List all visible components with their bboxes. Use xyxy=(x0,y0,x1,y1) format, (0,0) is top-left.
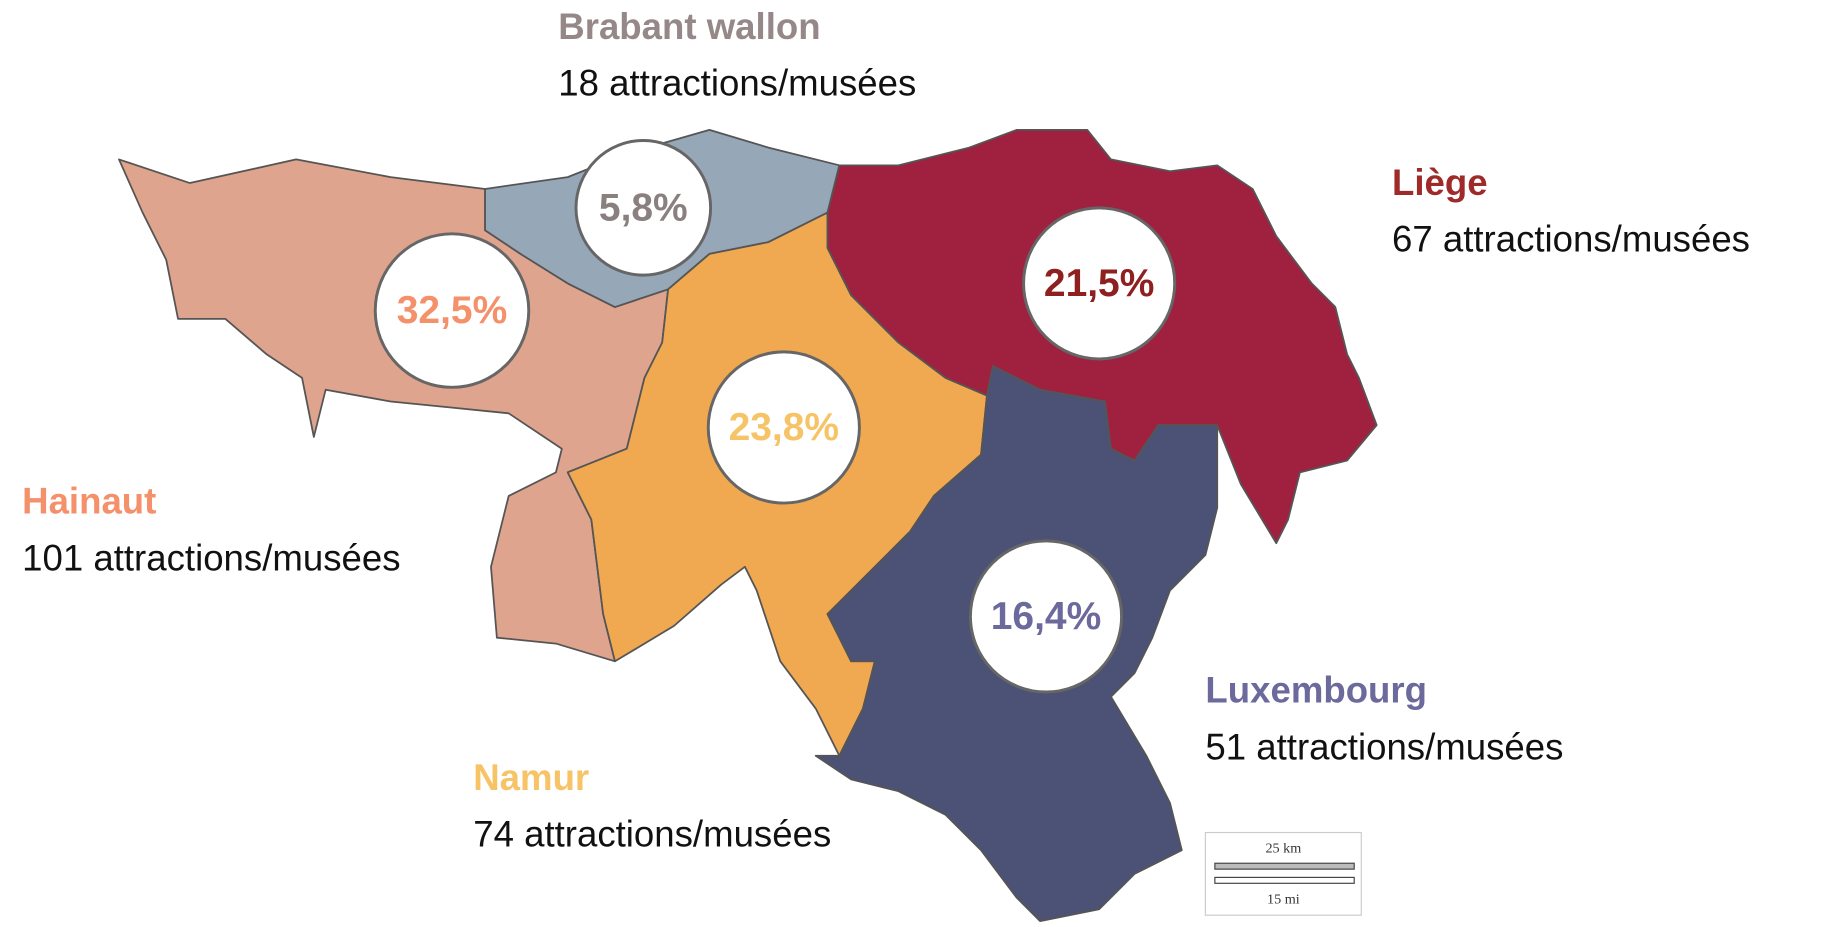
region-count: 51 attractions/musées xyxy=(1205,726,1563,767)
share-circle xyxy=(373,232,531,389)
region-name: Liège xyxy=(1392,162,1488,203)
labels: 32,5% Hainaut 101 attractions/musées 5,8% Br… xyxy=(22,6,1750,855)
region-name: Luxembourg xyxy=(1205,670,1427,711)
share-label: 16,4% xyxy=(991,595,1101,638)
region-count: 18 attractions/musées xyxy=(558,63,916,104)
scale-box xyxy=(1204,831,1362,916)
region-count: 74 attractions/musées xyxy=(473,814,831,855)
share-label: 5,8% xyxy=(599,186,688,229)
share-circle xyxy=(574,139,713,277)
region-name: Namur xyxy=(473,757,589,798)
share-circle xyxy=(968,539,1124,694)
share-circle xyxy=(1022,206,1177,361)
region-count: 67 attractions/musées xyxy=(1392,219,1750,260)
scale-km-bar xyxy=(1214,862,1355,870)
region-name: Brabant wallon xyxy=(558,6,820,47)
share-label: 23,8% xyxy=(729,406,839,449)
region-name: Hainaut xyxy=(22,481,156,522)
scale-bar: 25 km 15 mi xyxy=(1204,831,1362,916)
share-label: 32,5% xyxy=(397,289,507,332)
scale-mi: 15 mi xyxy=(1267,891,1300,907)
share-label: 21,5% xyxy=(1044,262,1154,305)
scale-mi-bar xyxy=(1214,876,1355,884)
region-count: 101 attractions/musées xyxy=(22,537,400,578)
scale-km: 25 km xyxy=(1265,841,1301,857)
share-circle xyxy=(706,350,861,505)
regions xyxy=(118,129,1378,922)
